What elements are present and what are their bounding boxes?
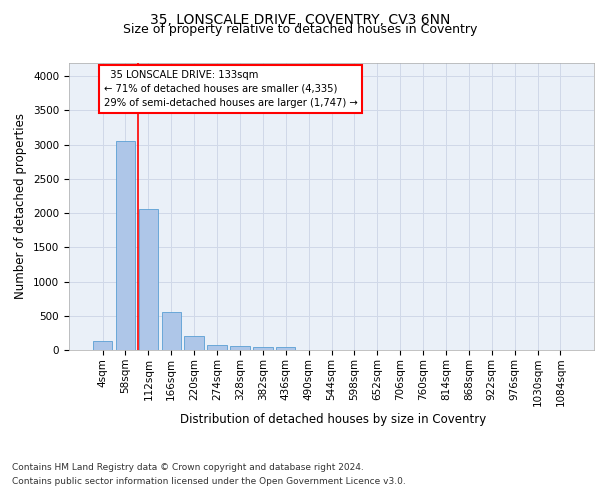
Text: Contains public sector information licensed under the Open Government Licence v3: Contains public sector information licen… <box>12 478 406 486</box>
Bar <box>253 348 272 350</box>
Text: Distribution of detached houses by size in Coventry: Distribution of detached houses by size … <box>180 412 486 426</box>
Bar <box>116 140 135 350</box>
Bar <box>93 341 112 350</box>
Text: Size of property relative to detached houses in Coventry: Size of property relative to detached ho… <box>123 22 477 36</box>
Bar <box>161 312 181 350</box>
Text: Contains HM Land Registry data © Crown copyright and database right 2024.: Contains HM Land Registry data © Crown c… <box>12 462 364 471</box>
Bar <box>184 336 204 350</box>
Bar <box>230 346 250 350</box>
Y-axis label: Number of detached properties: Number of detached properties <box>14 114 28 299</box>
Bar <box>276 348 295 350</box>
Text: 35, LONSCALE DRIVE, COVENTRY, CV3 6NN: 35, LONSCALE DRIVE, COVENTRY, CV3 6NN <box>150 12 450 26</box>
Text: 35 LONSCALE DRIVE: 133sqm
← 71% of detached houses are smaller (4,335)
29% of se: 35 LONSCALE DRIVE: 133sqm ← 71% of detac… <box>104 70 357 108</box>
Bar <box>208 344 227 350</box>
Bar <box>139 209 158 350</box>
